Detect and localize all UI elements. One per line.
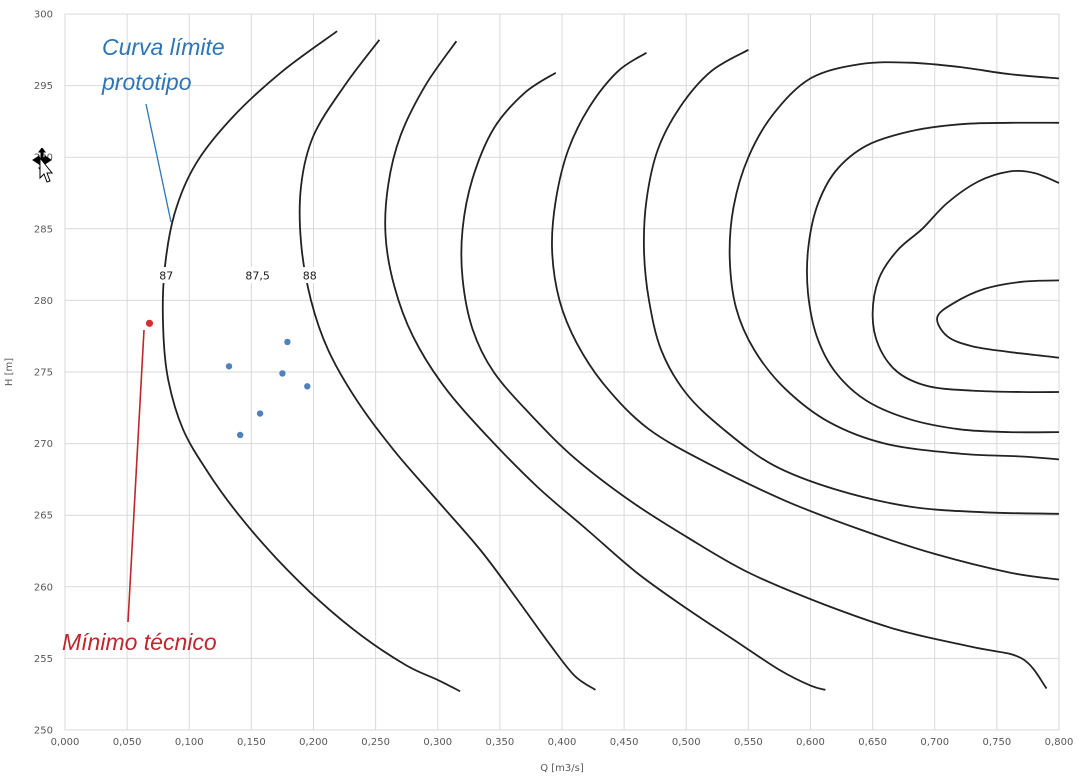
x-tick-label: 0,650: [858, 737, 887, 748]
data-points: [145, 319, 311, 439]
x-tick-label: 0,700: [920, 737, 949, 748]
contour-label: 88: [303, 270, 317, 283]
x-tick-label: 0,600: [796, 737, 825, 748]
y-axis-ticks: 250255260265270275280285290295300: [34, 10, 53, 737]
x-axis-label: Q [m3/s]: [540, 763, 584, 774]
efficiency-curve-3: [384, 40, 826, 691]
x-tick-label: 0,800: [1045, 737, 1074, 748]
contour-label-bg: [299, 267, 320, 284]
y-tick-label: 255: [34, 654, 53, 665]
measured-point: [236, 431, 244, 439]
curva-limite-label-line2: prototipo: [101, 69, 192, 95]
measured-point: [284, 338, 291, 346]
contour-label-bg: [240, 267, 275, 284]
x-axis-ticks: 0,000 0,050 0,100 0,150 0,200 0,250 0,300 0,350…: [51, 737, 1074, 748]
x-tick-label: 0,350: [486, 737, 515, 748]
minimo-tecnico-label: Mínimo técnico: [62, 629, 217, 655]
efficiency-curve-2: [298, 39, 597, 691]
x-tick-label: 0,400: [548, 737, 577, 748]
efficiency-curve-9: [871, 169, 1060, 394]
efficiency-curve-4: [460, 71, 1048, 690]
y-axis-label: H [m]: [4, 358, 15, 386]
x-tick-label: 0,300: [423, 737, 452, 748]
y-tick-label: 275: [34, 368, 53, 379]
efficiency-curve-6: [642, 49, 1060, 515]
move-cursor-icon: [32, 148, 54, 183]
x-tick-label: 0,550: [734, 737, 763, 748]
y-tick-label: 285: [34, 224, 53, 235]
annotations: Curva límite prototipo Mínimo técnico: [62, 34, 225, 655]
x-tick-label: 0,000: [51, 737, 80, 748]
x-tick-label: 0,500: [672, 737, 701, 748]
contour-label-bg: [156, 267, 177, 284]
y-tick-label: 270: [34, 439, 53, 450]
x-tick-label: 0,150: [237, 737, 266, 748]
y-tick-label: 280: [34, 296, 53, 307]
efficiency-curve-10: [936, 279, 1060, 359]
measured-point: [225, 363, 233, 370]
y-tick-label: 260: [34, 582, 53, 593]
measured-point: [256, 410, 264, 417]
grid-lines: [64, 13, 1060, 731]
efficiency-curve-1: [161, 30, 461, 693]
y-tick-label: 295: [34, 81, 53, 92]
x-tick-label: 0,250: [361, 737, 390, 748]
efficiency-contour-curves: [161, 30, 1060, 693]
measured-point: [304, 383, 311, 390]
y-tick-label: 300: [34, 10, 53, 21]
plot-border: [64, 13, 1060, 731]
x-tick-label: 0,050: [113, 737, 142, 748]
efficiency-curve-5: [551, 51, 1060, 581]
contour-label: 87,5: [245, 270, 270, 283]
minimo-tecnico-leader-line: [127, 329, 145, 623]
curva-limite-leader-line: [145, 103, 172, 223]
x-tick-label: 0,200: [299, 737, 328, 748]
y-tick-label: 265: [34, 511, 53, 522]
x-tick-label: 0,750: [983, 737, 1012, 748]
y-tick-label: 250: [34, 726, 53, 737]
contour-labels: 87 87,5 88: [156, 267, 320, 284]
measured-point: [279, 370, 286, 377]
x-tick-label: 0,100: [175, 737, 204, 748]
x-tick-label: 0,450: [610, 737, 639, 748]
efficiency-curve-8: [806, 121, 1060, 434]
curva-limite-label-line1: Curva límite: [102, 34, 225, 60]
minimo-tecnico-point: [145, 319, 154, 327]
contour-label: 87: [159, 270, 173, 283]
efficiency-curve-7: [728, 61, 1060, 461]
